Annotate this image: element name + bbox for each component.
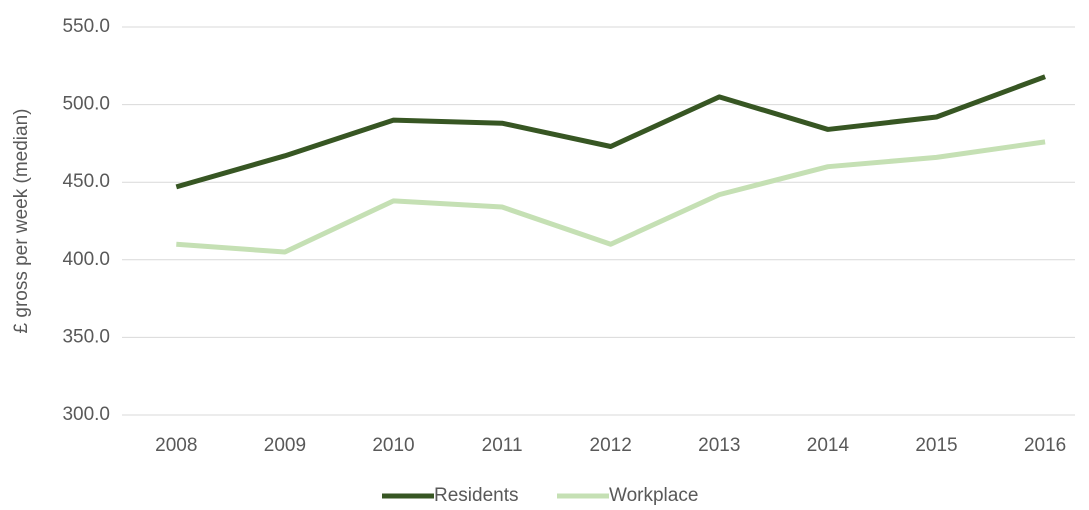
y-tick-label: 300.0 <box>62 404 110 425</box>
legend-label: Workplace <box>609 485 698 506</box>
y-tick-label: 500.0 <box>62 94 110 115</box>
y-tick-label: 550.0 <box>62 16 110 37</box>
x-tick-label: 2013 <box>698 435 740 456</box>
y-tick-label: 450.0 <box>62 171 110 192</box>
x-tick-label: 2008 <box>155 435 197 456</box>
x-tick-label: 2012 <box>590 435 632 456</box>
x-tick-label: 2011 <box>482 435 523 456</box>
x-tick-label: 2010 <box>372 435 414 456</box>
x-tick-label: 2016 <box>1024 435 1066 456</box>
y-tick-label: 350.0 <box>62 326 110 347</box>
series-line <box>175 74 1046 190</box>
series-line <box>176 139 1046 255</box>
y-tick-label: 400.0 <box>62 249 110 270</box>
legend-label: Residents <box>434 485 519 506</box>
x-tick-label: 2009 <box>264 435 306 456</box>
x-tick-label: 2015 <box>915 435 957 456</box>
y-axis-label: £ gross per week (median) <box>11 109 32 334</box>
x-tick-label: 2014 <box>807 435 850 456</box>
